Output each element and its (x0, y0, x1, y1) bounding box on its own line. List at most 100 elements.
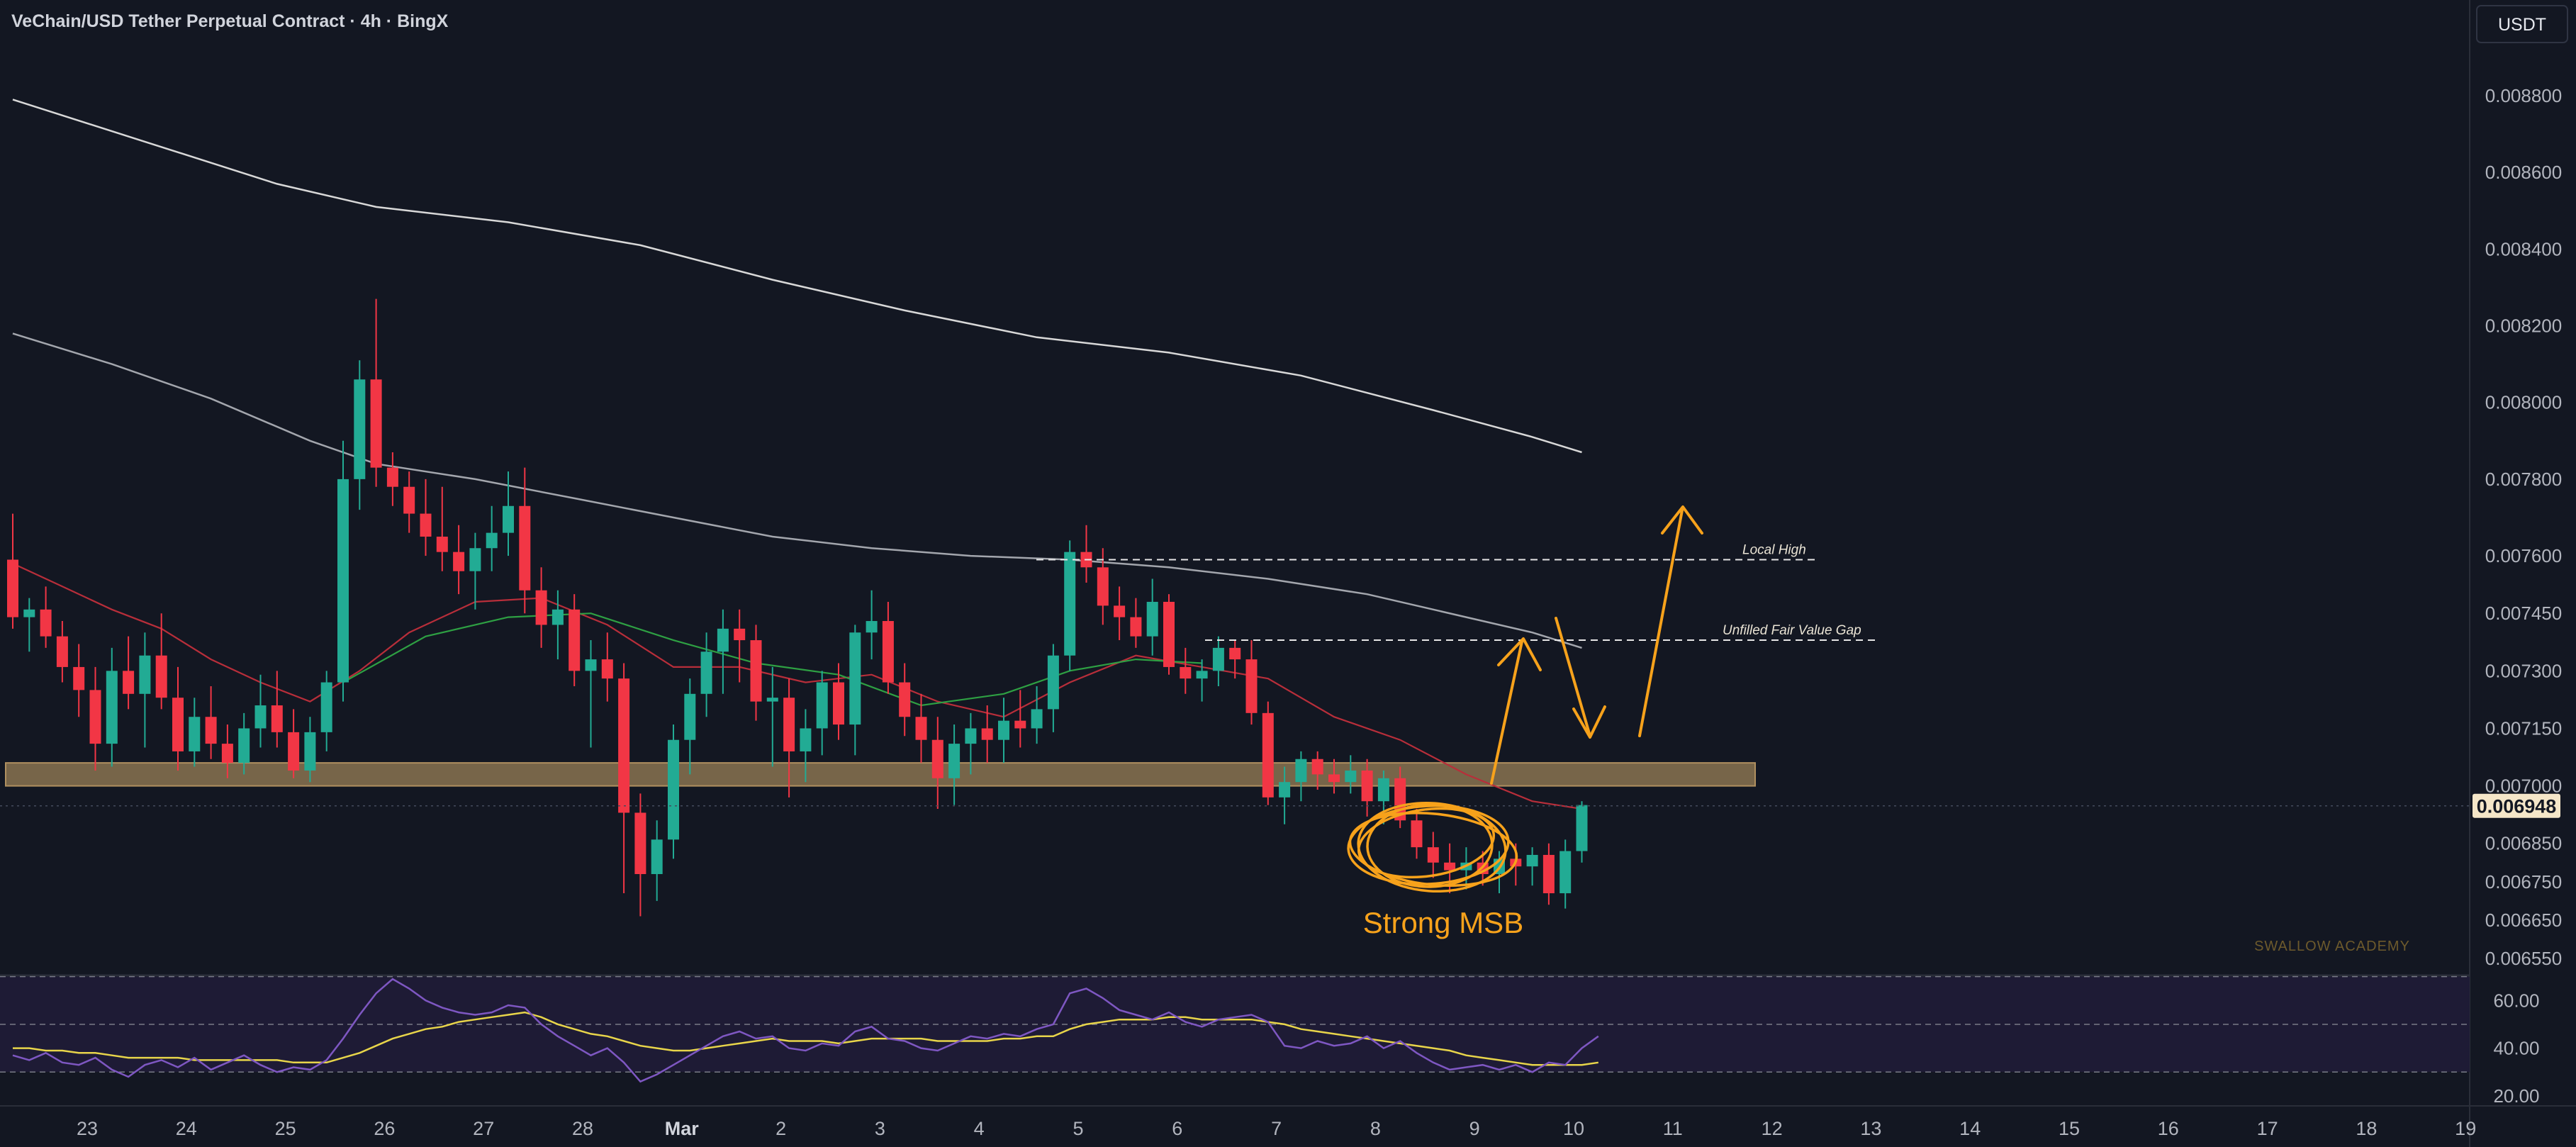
time-tick-label: 18 (2356, 1118, 2377, 1139)
candle (1245, 640, 1258, 725)
candle-body (1345, 770, 1357, 783)
price-pane[interactable]: Local High Unfilled Fair Value Gap Stron… (0, 99, 2470, 954)
candle-body (551, 609, 564, 625)
candle (700, 632, 712, 717)
time-axis-labels[interactable]: 23 24 25 26 27 28 Mar 2 3 4 5 6 7 8 9 10 11 12 13 14 15 16 17 1… (77, 1118, 2476, 1139)
candle-body (304, 732, 316, 771)
rsi-tick-label: 40.00 (2493, 1038, 2539, 1059)
candle (651, 820, 663, 901)
candle (1130, 598, 1142, 648)
projection-arrow-up-2 (1638, 509, 1684, 737)
candle (238, 712, 250, 775)
rsi-line (12, 978, 1599, 1083)
candle-body (172, 698, 184, 751)
candle-body (783, 698, 795, 751)
candle-body (123, 671, 135, 694)
candle (915, 693, 927, 763)
candle-body (1130, 617, 1142, 637)
rsi-pane[interactable] (0, 975, 2470, 1083)
candle (981, 705, 993, 763)
candle-body (800, 728, 812, 751)
candle-body (816, 682, 828, 729)
candle-body (370, 379, 382, 468)
candle-body (1245, 659, 1258, 713)
candle-body (1097, 567, 1109, 606)
candle-body (1064, 552, 1076, 656)
candle (750, 625, 762, 721)
candle (1196, 659, 1208, 702)
candle-body (155, 655, 167, 698)
candle (1146, 578, 1158, 656)
candle (1163, 594, 1175, 675)
projection-arrow-up-1 (1490, 640, 1523, 785)
currency-button[interactable]: USDT (2476, 5, 2568, 43)
candle (337, 440, 349, 702)
candle (123, 636, 135, 710)
candle (420, 479, 432, 556)
price-tick-label: 0.007800 (2485, 469, 2562, 490)
candle-body (254, 705, 267, 729)
candle-body (1229, 647, 1241, 660)
candle (1031, 686, 1043, 744)
price-axis-labels: 0.008800 0.008600 0.008400 0.008200 0.008000… (2485, 85, 2562, 969)
candle-body (1180, 666, 1192, 679)
candle-body (486, 532, 498, 549)
price-tick-label: 0.007150 (2485, 717, 2562, 739)
candle (453, 525, 465, 595)
candle (40, 586, 52, 648)
ma-longest-line (12, 99, 1582, 454)
candle (569, 594, 581, 686)
candle-body (106, 671, 118, 744)
candle (1427, 832, 1439, 878)
rsi-axis-labels: 60.00 40.00 20.00 (2493, 990, 2539, 1107)
time-tick-label: 27 (473, 1118, 494, 1139)
candle-body (139, 655, 151, 694)
time-tick-label: 24 (176, 1118, 197, 1139)
candle (1014, 690, 1026, 748)
watermark-text: SWALLOW ACADEMY (2254, 939, 2410, 954)
candle-body (23, 609, 35, 617)
candle (304, 717, 316, 783)
price-axis-panel[interactable] (2470, 0, 2576, 1147)
candle (1114, 586, 1126, 641)
candle (503, 471, 514, 556)
time-tick-label: 5 (1073, 1118, 1083, 1139)
candle (783, 678, 795, 798)
time-tick-label: 10 (1563, 1118, 1584, 1139)
candle-body (948, 744, 961, 778)
candle-body (1559, 851, 1572, 894)
candle-body (866, 621, 878, 633)
currency-button-frame[interactable] (2476, 5, 2568, 43)
candle (73, 644, 85, 717)
candle (271, 671, 283, 748)
candle-body (354, 379, 366, 479)
candle-body (981, 728, 993, 740)
candle-body (221, 744, 233, 763)
candle (1064, 540, 1076, 671)
candle-body (320, 682, 332, 732)
candle (486, 505, 498, 571)
candle (469, 532, 481, 610)
candle (899, 663, 911, 737)
candle (717, 609, 729, 694)
candlesticks (7, 298, 1588, 917)
currency-button-label[interactable]: USDT (2498, 15, 2546, 35)
candle (370, 298, 382, 487)
candle (668, 724, 679, 859)
price-tick-label: 0.007600 (2485, 545, 2562, 566)
strong-msb-label: Strong MSB (1363, 906, 1523, 939)
candle (684, 678, 696, 775)
candle-body (271, 705, 283, 732)
candle (766, 666, 778, 767)
candle (436, 486, 448, 571)
projection-arrow-head-1 (1497, 637, 1542, 671)
candle-body (1444, 862, 1456, 871)
candle (288, 709, 300, 778)
msb-highlight-scribble (1347, 801, 1518, 893)
candle (734, 609, 746, 683)
candle (205, 686, 217, 759)
candle-body (601, 659, 613, 679)
candle-body (1361, 770, 1373, 802)
candle-body (453, 552, 465, 571)
